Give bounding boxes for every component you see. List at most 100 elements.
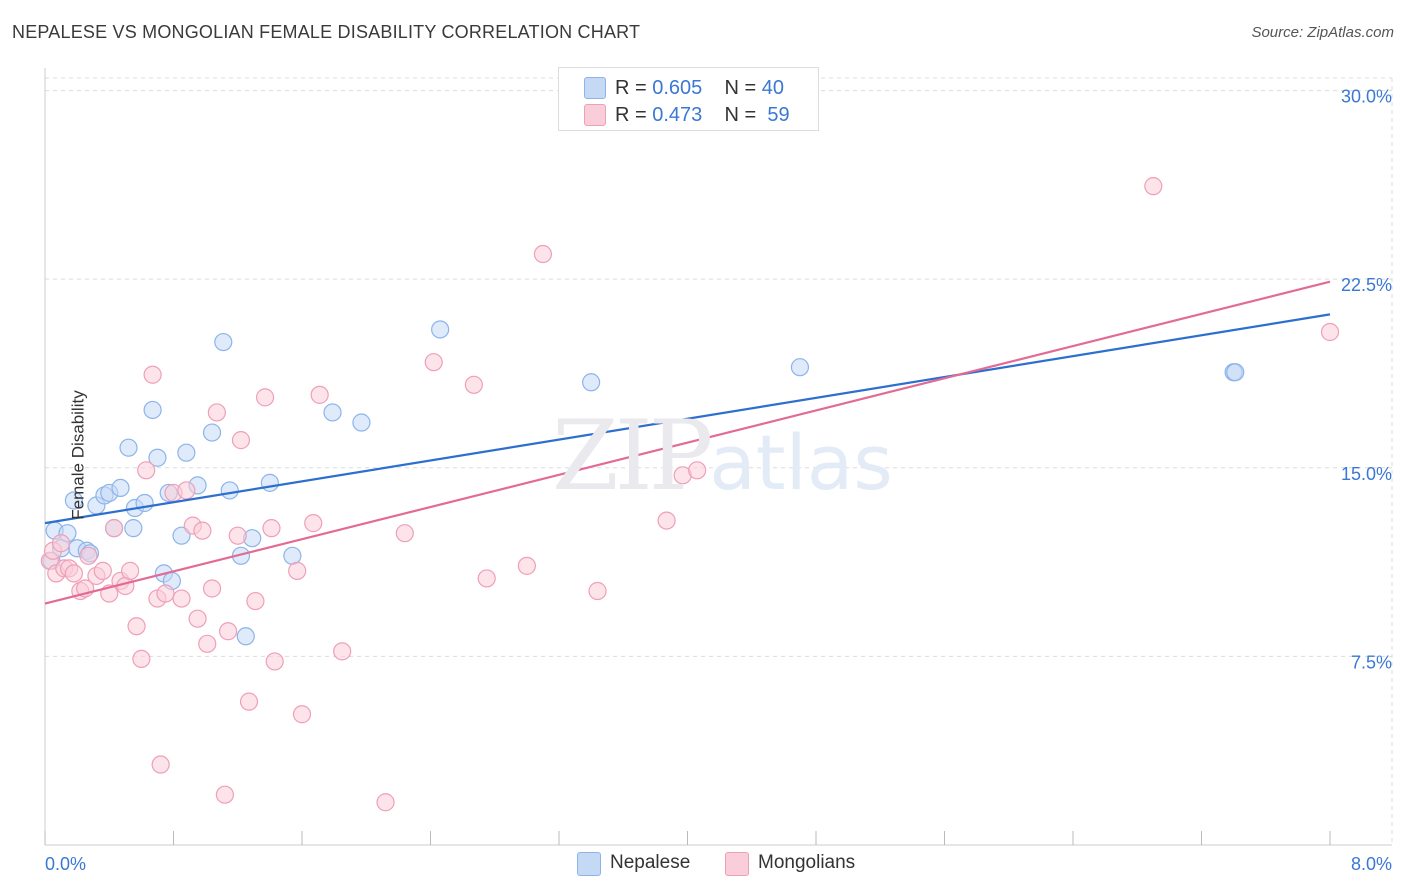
point-mongolians	[172, 589, 191, 608]
point-nepalese	[236, 627, 255, 646]
point-mongolians	[1144, 177, 1163, 196]
trend-lines	[44, 280, 1331, 605]
point-nepalese	[177, 443, 196, 462]
point-nepalese	[352, 413, 371, 432]
point-mongolians	[424, 353, 443, 372]
point-mongolians	[262, 519, 281, 538]
y-tick-label: 7.5%	[1351, 652, 1392, 672]
point-nepalese	[148, 448, 167, 467]
point-mongolians	[79, 546, 98, 565]
point-mongolians	[304, 514, 323, 533]
y-tick-label: 15.0%	[1341, 464, 1392, 484]
chart-title: NEPALESE VS MONGOLIAN FEMALE DISABILITY …	[12, 22, 641, 42]
watermark-atlas: atlas	[709, 418, 893, 507]
point-mongolians	[292, 705, 312, 724]
r-label: R =	[615, 103, 647, 126]
point-mongolians	[132, 649, 151, 669]
point-mongolians	[310, 385, 329, 404]
point-mongolians	[395, 524, 414, 543]
point-nepalese	[202, 423, 222, 442]
point-mongolians	[127, 617, 146, 636]
point-mongolians	[333, 642, 352, 661]
point-nepalese	[260, 473, 279, 492]
point-mongolians	[137, 461, 156, 480]
legend-text-mongolians: R = 0.473 N = 59	[615, 104, 790, 127]
watermark-zip: ZIP	[552, 400, 713, 512]
point-mongolians	[188, 609, 207, 628]
r-label: R =	[615, 76, 647, 99]
point-nepalese	[214, 332, 233, 352]
legend-swatch-mongolians	[584, 104, 606, 126]
legend-swatch-mongolians	[725, 852, 749, 876]
point-mongolians	[219, 622, 238, 641]
point-mongolians	[193, 521, 212, 540]
legend-swatch-nepalese	[584, 77, 606, 99]
point-mongolians	[104, 519, 124, 538]
point-nepalese	[143, 400, 162, 420]
point-nepalese	[790, 358, 810, 377]
point-mongolians	[215, 785, 234, 804]
point-mongolians	[202, 579, 222, 598]
r-value-nepalese: 0.605	[652, 76, 703, 99]
point-mongolians	[246, 591, 265, 611]
point-mongolians	[177, 481, 196, 500]
n-value-mongolians: 59	[767, 103, 790, 126]
source-label: Source: ZipAtlas.com	[1251, 24, 1394, 41]
data-points	[40, 177, 1340, 812]
point-mongolians	[517, 556, 536, 575]
point-mongolians	[198, 634, 217, 653]
point-nepalese	[283, 546, 302, 565]
x-tick-label: 8.0%	[1351, 854, 1392, 874]
point-mongolians	[93, 561, 112, 580]
point-mongolians	[477, 569, 496, 588]
point-nepalese	[64, 491, 84, 510]
r-value-mongolians: 0.473	[652, 103, 703, 126]
point-mongolians	[239, 692, 259, 711]
point-mongolians	[207, 403, 226, 422]
axes	[44, 68, 1392, 846]
x-tick-label: 0.0%	[45, 854, 86, 874]
n-label: N =	[724, 76, 757, 99]
point-mongolians	[288, 561, 307, 580]
n-value-nepalese: 40	[761, 76, 785, 99]
point-mongolians	[156, 584, 175, 603]
point-mongolians	[231, 431, 251, 450]
point-mongolians	[51, 534, 71, 553]
trend-line-nepalese	[44, 313, 1331, 525]
y-tick-label: 22.5%	[1341, 275, 1392, 295]
point-mongolians	[228, 526, 247, 545]
point-mongolians	[376, 793, 395, 812]
legend-text-nepalese: R = 0.605 N = 40	[615, 77, 784, 100]
point-mongolians	[143, 365, 162, 384]
point-mongolians	[64, 564, 84, 583]
n-label: N =	[724, 103, 757, 126]
point-nepalese	[124, 519, 143, 538]
legend-label-nepalese: Nepalese	[610, 852, 691, 873]
point-mongolians	[151, 755, 170, 774]
trend-line-mongolians	[44, 280, 1331, 605]
correlation-legend: R = 0.605 N = 40 R = 0.473 N = 59	[558, 67, 819, 131]
point-mongolians	[688, 461, 707, 480]
point-nepalese	[111, 478, 130, 498]
point-mongolians	[464, 375, 483, 394]
point-nepalese	[119, 438, 138, 457]
point-mongolians	[533, 244, 553, 264]
point-mongolians	[1320, 322, 1340, 342]
watermark: ZIPatlas	[552, 400, 893, 512]
point-mongolians	[121, 561, 140, 580]
point-mongolians	[255, 388, 275, 407]
point-nepalese	[220, 481, 239, 500]
y-axis-label: Female Disability	[68, 390, 88, 520]
tick-labels: 7.5% 15.0% 22.5% 30.0% 0.0% 8.0%	[45, 87, 1392, 874]
point-nepalese	[323, 403, 342, 422]
point-mongolians	[657, 511, 676, 530]
point-nepalese	[582, 373, 601, 392]
point-nepalese	[1226, 363, 1245, 382]
y-tick-label: 30.0%	[1341, 87, 1392, 107]
point-mongolians	[588, 581, 607, 601]
point-mongolians	[265, 652, 284, 671]
legend-swatch-nepalese	[577, 852, 601, 876]
point-nepalese	[431, 320, 450, 339]
legend-label-mongolians: Mongolians	[758, 852, 856, 873]
